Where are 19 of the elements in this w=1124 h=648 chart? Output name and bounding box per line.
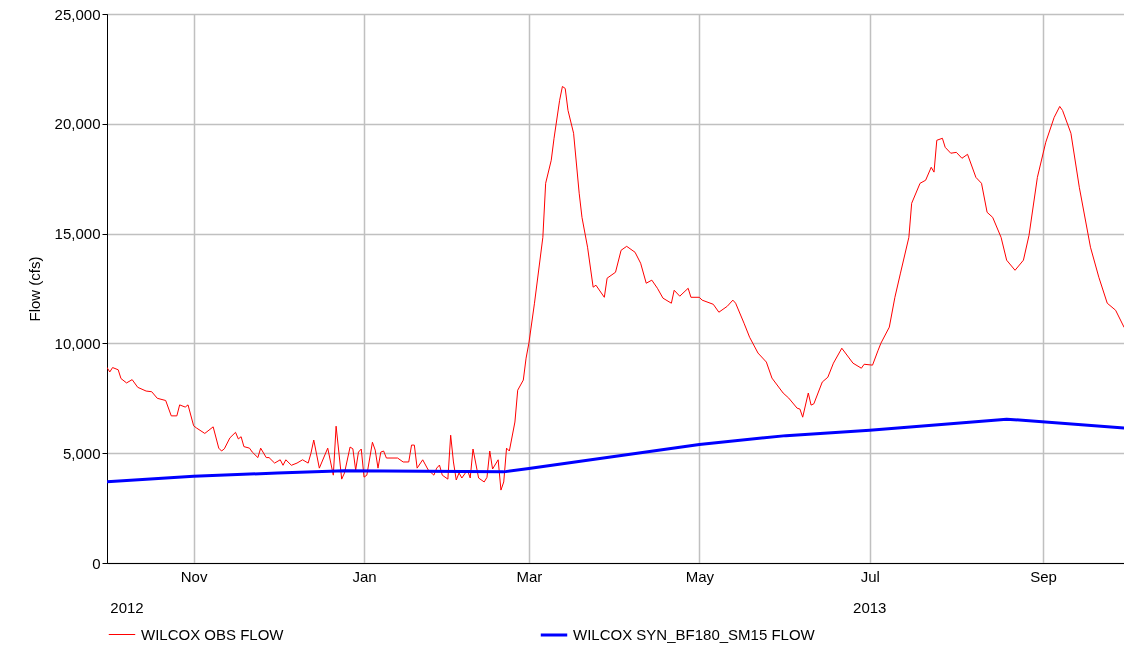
y-tick-label: 15,000 [54, 225, 101, 243]
text: 2012 [110, 599, 144, 616]
legend-label: WILCOX OBS FLOW [141, 625, 285, 643]
y-axis-title: Flow (cfs) [25, 256, 43, 322]
legend-label: WILCOX SYN_BF180_SM15 FLOW [573, 626, 816, 643]
x-tick-label: Jul [860, 567, 880, 585]
y-tick-label: 10,000 [54, 334, 101, 352]
line-series [107, 417, 1124, 484]
line-series [107, 85, 1124, 491]
text: 2013 [853, 599, 887, 616]
y-tick-label: 25,000 [54, 5, 101, 23]
y-tick-label: 0 [92, 554, 101, 572]
x-tick-label: Jan [352, 567, 377, 585]
x-tick-label: May [685, 567, 715, 585]
x-tick-label: Sep [1030, 567, 1057, 585]
x-tick-label: Mar [516, 567, 543, 585]
x-tick-label: Nov [180, 567, 208, 585]
y-tick-label: 20,000 [54, 115, 101, 133]
y-tick-label: 5,000 [62, 444, 101, 462]
